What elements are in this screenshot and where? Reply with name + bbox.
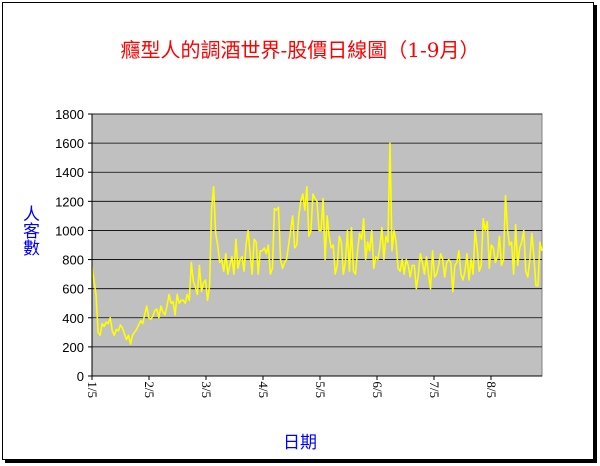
x-tick-label: 5/5 bbox=[313, 381, 328, 398]
y-tick-label: 0 bbox=[77, 369, 84, 384]
x-tick-label: 7/5 bbox=[427, 381, 442, 398]
series-line bbox=[91, 142, 543, 345]
x-tick-label: 8/5 bbox=[484, 381, 499, 398]
y-tick-label: 200 bbox=[62, 340, 84, 355]
y-tick-label: 800 bbox=[62, 253, 84, 268]
y-axis-label: 人客數 bbox=[19, 205, 39, 256]
x-tick-label: 6/5 bbox=[370, 381, 385, 398]
y-tick-label: 1000 bbox=[55, 223, 84, 238]
axes bbox=[91, 114, 542, 377]
x-tick-label: 4/5 bbox=[256, 381, 271, 398]
plot-area bbox=[91, 113, 543, 377]
x-tick-label: 3/5 bbox=[199, 381, 214, 398]
y-tick-label: 400 bbox=[62, 311, 84, 326]
x-tick-label: 2/5 bbox=[142, 381, 157, 398]
y-tick-label: 1400 bbox=[55, 165, 84, 180]
y-tick-label: 1600 bbox=[55, 136, 84, 151]
series-group bbox=[91, 142, 543, 345]
x-axis-label: 日期 bbox=[283, 433, 317, 453]
y-tick-label: 1200 bbox=[55, 194, 84, 209]
chart-title: 癮型人的調酒世界-股價日線圖（1-9月） bbox=[120, 38, 480, 62]
y-tick-label: 600 bbox=[62, 282, 84, 297]
y-axis-ticks: 0 200 400 600 800 1000 1200 1400 1600 1800 bbox=[55, 107, 92, 384]
x-axis-ticks: 1/5 2/5 3/5 4/5 5/5 6/5 7/5 8/5 bbox=[85, 376, 499, 398]
y-tick-label: 1800 bbox=[55, 107, 84, 122]
x-tick-label: 1/5 bbox=[85, 381, 100, 398]
